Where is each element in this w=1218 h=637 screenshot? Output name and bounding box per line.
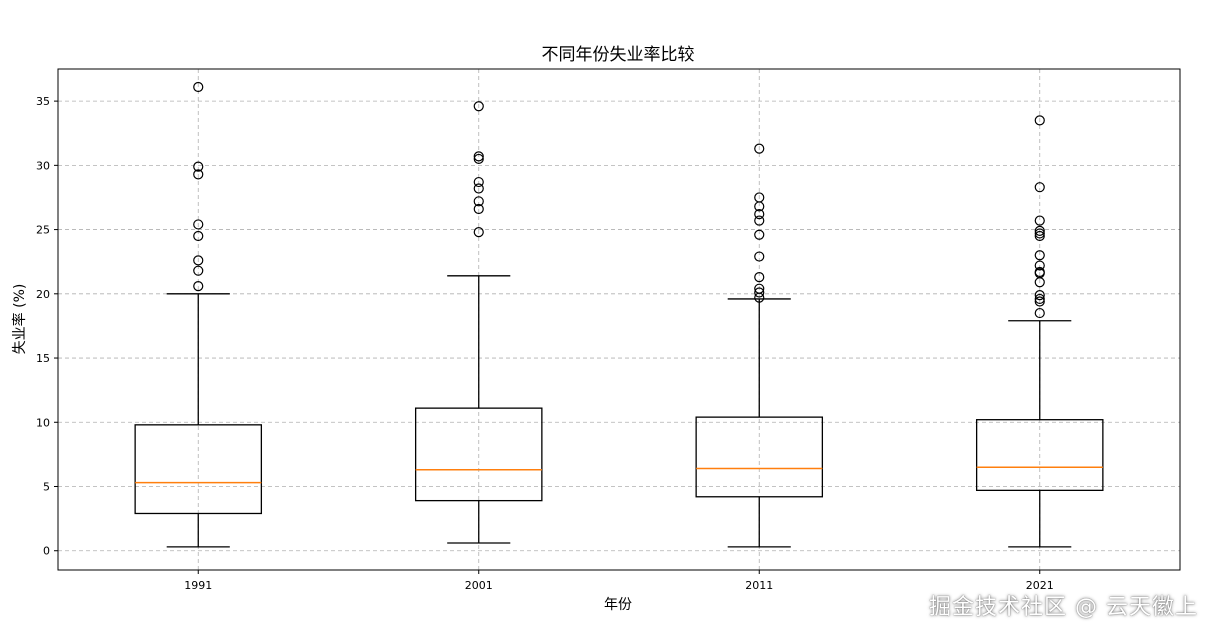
outlier-point: [193, 281, 204, 292]
outlier-point: [1034, 115, 1045, 126]
box-2001: [414, 101, 543, 544]
x-tick-label: 2011: [745, 579, 773, 592]
outlier-point: [193, 219, 204, 230]
iqr-box: [695, 416, 824, 498]
y-tick-label: 0: [43, 545, 50, 558]
outlier-point: [754, 251, 765, 262]
outlier-point: [193, 230, 204, 242]
outlier-point: [473, 153, 484, 165]
outlier-point: [473, 203, 484, 215]
box-1991: [134, 81, 263, 548]
y-tick-label: 15: [36, 352, 50, 365]
x-axis: 1991 2001 2011 2021: [184, 570, 1054, 592]
plot-frame: [57, 68, 1181, 571]
outlier-point: [754, 272, 765, 283]
x-tick-label: 1991: [184, 579, 212, 592]
outlier-point: [754, 287, 765, 298]
outlier-point: [1034, 307, 1045, 319]
outlier-point: [473, 151, 484, 162]
y-axis: 0 5 10 15 20 25 30 35: [36, 95, 58, 558]
iqr-box: [975, 419, 1104, 492]
outlier-point: [193, 81, 204, 93]
outlier-point: [1034, 296, 1045, 307]
outlier-point: [1034, 228, 1045, 239]
box-2011: [695, 143, 824, 548]
y-tick-label: 10: [36, 416, 50, 429]
y-tick-label: 35: [36, 95, 50, 108]
outlier-point: [473, 101, 484, 112]
outlier-point: [193, 169, 204, 180]
outlier-point: [473, 183, 484, 194]
outlier-point: [1034, 266, 1045, 278]
box-2021: [975, 115, 1104, 548]
y-tick-label: 25: [36, 224, 50, 237]
outlier-point: [1034, 215, 1045, 226]
chart-title: 不同年份失业率比较: [542, 45, 695, 65]
outlier-point: [754, 143, 765, 154]
x-axis-label: 年份: [604, 597, 632, 613]
grid-lines: [58, 69, 1180, 570]
outlier-point: [754, 283, 765, 294]
iqr-box: [414, 407, 543, 502]
outlier-point: [193, 255, 204, 266]
x-tick-label: 2021: [1026, 579, 1054, 592]
outlier-point: [1034, 250, 1045, 261]
outlier-point: [1034, 289, 1045, 301]
outlier-point: [1034, 225, 1045, 236]
x-tick-label: 2001: [465, 579, 493, 592]
outlier-point: [754, 192, 765, 203]
watermark: 掘金技术社区 @ 云天徽上: [929, 595, 1198, 620]
outlier-point: [1034, 230, 1045, 242]
y-axis-label: 失业率 (%): [11, 284, 28, 355]
outlier-point: [193, 161, 204, 172]
outlier-point: [754, 215, 765, 226]
plot-area: [134, 81, 1104, 548]
y-tick-label: 20: [36, 288, 50, 301]
iqr-box: [134, 424, 263, 515]
y-tick-label: 5: [43, 481, 50, 494]
outlier-point: [754, 229, 765, 240]
outlier-point: [754, 209, 765, 220]
outlier-point: [1034, 293, 1045, 305]
outlier-point: [193, 265, 204, 276]
y-tick-label: 30: [36, 159, 50, 172]
outlier-point: [473, 196, 484, 207]
outlier-point: [473, 176, 484, 188]
outlier-point: [1034, 260, 1045, 271]
outlier-point: [473, 227, 484, 238]
outlier-point: [1034, 182, 1045, 193]
